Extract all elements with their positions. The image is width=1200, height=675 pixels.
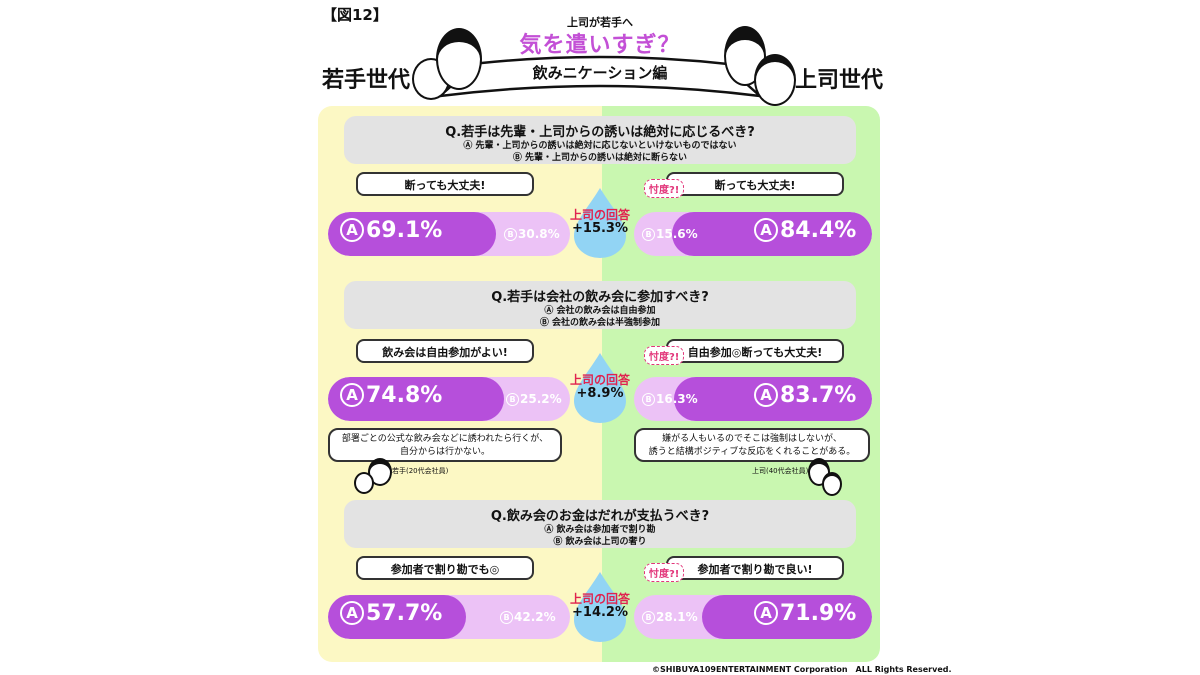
question-1-young-bubble: 断っても大丈夫! [356, 172, 534, 196]
ribbon-title: 飲みニケーション編 [532, 64, 668, 82]
question-2-young-speaker: 若手(20代会社員) [392, 467, 449, 475]
b-badge-icon: B [504, 228, 517, 241]
a-badge-icon: A [754, 601, 778, 625]
question-2-boss-bar: B 16.3% A 83.7% [634, 377, 872, 421]
question-3-young-bubble: 参加者で割り勘でも◎ [356, 556, 534, 580]
boss-man-face-icon [754, 54, 796, 106]
b-badge-icon: B [500, 611, 513, 624]
question-3-drop-icon [574, 572, 626, 642]
figure-label: 【図12】 [322, 6, 388, 24]
question-1-option-a: Ⓐ 先輩・上司からの誘いは絶対に応じないといけないものではない [463, 141, 737, 151]
question-3-young-a-value: A 57.7% [340, 601, 442, 626]
question-1-young-a-value: A 69.1% [340, 218, 442, 243]
question-1-boss-bar: B 15.6% A 84.4% [634, 212, 872, 256]
question-3-boss-a-value: A 71.9% [754, 601, 856, 626]
question-1-boss-bubble: 断っても大丈夫! [666, 172, 844, 196]
question-1-drop-icon [574, 188, 626, 258]
question-3-option-a: Ⓐ 飲み会は参加者で割り勘 [544, 525, 656, 535]
question-2-boss-bubble: 自由参加◎断っても大丈夫! [666, 339, 844, 363]
question-2-young-bar: A 74.8% B 25.2% [328, 377, 570, 421]
question-1-title: Q.若手は先輩・上司からの誘いは絶対に応じるべき? [445, 125, 755, 140]
young-commenter-face-icon [368, 458, 392, 486]
young-generation-label: 若手世代 [322, 68, 411, 93]
boss-commenter-2-face-icon [822, 472, 842, 496]
question-3-boss-answer-label: 上司の回答 [569, 592, 630, 606]
question-1-difference: +15.3% [572, 221, 628, 236]
a-badge-icon: A [340, 383, 364, 407]
question-3-boss-b-value: B 28.1% [642, 610, 698, 624]
question-2-young-b-value: B 25.2% [506, 392, 562, 406]
question-1-boss-a-value: A 84.4% [754, 218, 856, 243]
question-3-option-b: Ⓑ 飲み会は上司の奢り [553, 537, 647, 547]
b-badge-icon: B [506, 393, 519, 406]
a-badge-icon: A [754, 218, 778, 242]
copyright-notice: ©SHIBUYA109ENTERTAINMENT Corporation ALL… [652, 665, 952, 674]
boss-generation-label: 上司世代 [795, 68, 884, 93]
a-badge-icon: A [754, 383, 778, 407]
question-2-young-bubble: 飲み会は自由参加がよい! [356, 339, 534, 363]
question-2-boss-a-value: A 83.7% [754, 383, 856, 408]
b-badge-icon: B [642, 611, 655, 624]
question-2-sontaku-label: 忖度?! [644, 346, 685, 365]
question-3-boss-bar: B 28.1% A 71.9% [634, 595, 872, 639]
question-1-young-bar: A 69.1% B 30.8% [328, 212, 570, 256]
question-2-drop-icon [574, 353, 626, 423]
young-commenter-2-face-icon [354, 472, 374, 494]
question-3-sontaku-label: 忖度?! [644, 563, 685, 582]
question-1-sontaku-label: 忖度?! [644, 179, 685, 198]
question-2-young-comment: 部署ごとの公式な飲み会などに誘われたら行くが、 自分からは行かない。 [328, 428, 562, 462]
question-1-box: Q.若手は先輩・上司からの誘いは絶対に応じるべき? Ⓐ 先輩・上司からの誘いは絶… [344, 116, 856, 164]
header-title: 気を遣いすぎ？ [519, 33, 681, 58]
question-2-boss-speaker: 上司(40代会社員) [752, 467, 809, 475]
question-2-difference: +8.9% [576, 386, 624, 401]
question-2-boss-comment: 嫌がる人もいるのでそこは強制はしないが、 誘うと結構ポジティブな反応をくれること… [634, 428, 870, 462]
b-badge-icon: B [642, 393, 655, 406]
question-1-boss-b-value: B 15.6% [642, 227, 698, 241]
question-3-young-b-value: B 42.2% [500, 610, 556, 624]
question-2-boss-answer-label: 上司の回答 [569, 373, 630, 387]
question-3-boss-bar-fill-a [702, 595, 872, 639]
question-2-young-a-value: A 74.8% [340, 383, 442, 408]
question-3-box: Q.飲み会のお金はだれが支払うべき? Ⓐ 飲み会は参加者で割り勘 Ⓑ 飲み会は上… [344, 500, 856, 548]
question-2-option-b: Ⓑ 会社の飲み会は半強制参加 [539, 318, 661, 328]
b-badge-icon: B [642, 228, 655, 241]
a-badge-icon: A [340, 218, 364, 242]
question-2-option-a: Ⓐ 会社の飲み会は自由参加 [544, 306, 656, 316]
young-woman-face-icon [436, 28, 482, 90]
question-1-option-b: Ⓑ 先輩・上司からの誘いは絶対に断らない [512, 153, 688, 163]
question-2-box: Q.若手は会社の飲み会に参加すべき? Ⓐ 会社の飲み会は自由参加 Ⓑ 会社の飲み… [344, 281, 856, 329]
header-subtitle: 上司が若手へ [567, 16, 633, 29]
question-3-boss-bubble: 参加者で割り勘で良い! [666, 556, 844, 580]
question-3-young-bar: A 57.7% B 42.2% [328, 595, 570, 639]
boss-characters-illustration [718, 24, 798, 106]
question-2-boss-b-value: B 16.3% [642, 392, 698, 406]
question-3-title: Q.飲み会のお金はだれが支払うべき? [490, 509, 710, 524]
question-2-title: Q.若手は会社の飲み会に参加すべき? [491, 290, 709, 305]
question-3-difference: +14.2% [572, 605, 628, 620]
question-1-boss-answer-label: 上司の回答 [569, 208, 630, 222]
young-characters-illustration [412, 26, 492, 102]
a-badge-icon: A [340, 601, 364, 625]
question-1-young-b-value: B 30.8% [504, 227, 560, 241]
